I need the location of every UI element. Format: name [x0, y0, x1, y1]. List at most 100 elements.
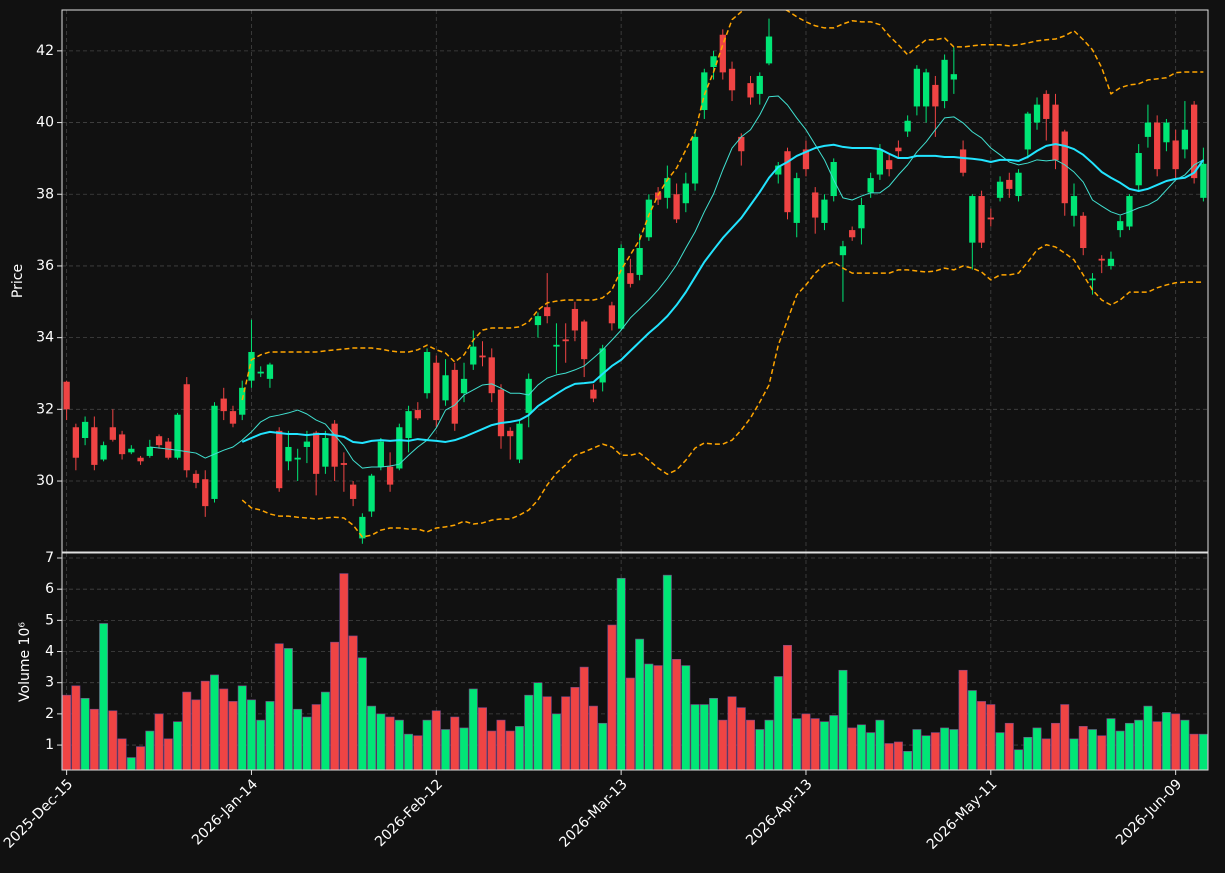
volume-bar: [1106, 718, 1116, 770]
volume-bar: [515, 726, 524, 770]
candle-body: [377, 441, 384, 467]
candle-body: [285, 446, 292, 462]
volume-bar: [413, 735, 423, 770]
candle-body: [479, 355, 486, 358]
volume-bar: [616, 577, 626, 770]
candle-body: [858, 205, 865, 229]
indicator-line: [241, 10, 1204, 401]
candle-body: [682, 183, 689, 204]
volume-bar: [1032, 727, 1042, 770]
candle-body: [544, 307, 551, 317]
candle-body: [405, 411, 412, 439]
candle-body: [516, 423, 523, 460]
volume-bar: [126, 757, 136, 770]
candle-body: [839, 246, 847, 256]
candle-body: [1172, 140, 1179, 170]
candle-body: [812, 192, 819, 218]
volume-bar: [727, 696, 737, 770]
volume-bar: [136, 746, 146, 770]
volume-bar: [228, 701, 238, 770]
candle-body: [654, 192, 662, 200]
volume-tick-label: 1: [45, 737, 54, 753]
volume-bar: [505, 730, 515, 770]
candle-body: [747, 83, 754, 98]
volume-tick-label: 7: [45, 550, 54, 566]
candle-body: [294, 457, 301, 460]
volume-bar: [320, 691, 330, 770]
volume-bar: [866, 732, 876, 770]
candle-body: [784, 151, 791, 213]
candle-body: [174, 414, 181, 458]
volume-bar: [1161, 712, 1171, 770]
volume-bar: [653, 665, 663, 770]
volume-bar: [1143, 705, 1153, 770]
volume-bar: [875, 719, 885, 770]
indicator-line: [241, 143, 1205, 445]
volume-bar: [441, 729, 450, 770]
candle-body: [248, 351, 255, 381]
volume-tick-label: 3: [45, 675, 54, 691]
volume-bar: [117, 738, 127, 770]
candle-body: [1043, 93, 1050, 119]
candle-body: [211, 405, 218, 499]
volume-bar: [977, 701, 987, 770]
candle-body: [941, 59, 948, 102]
candle-body: [525, 378, 532, 413]
candle-body: [368, 475, 375, 512]
candle-body: [423, 351, 431, 394]
candle-body: [793, 178, 800, 223]
volume-bar: [422, 719, 432, 770]
candle-body: [451, 369, 458, 424]
candle-body: [118, 434, 126, 455]
y-tick-label: 38: [36, 186, 54, 202]
candle-body: [673, 194, 680, 220]
candle-body: [987, 217, 994, 220]
candle-body: [691, 136, 699, 184]
volume-bar: [625, 677, 635, 770]
candle-body: [470, 346, 477, 365]
volume-bar: [404, 733, 414, 770]
candle-body: [488, 357, 495, 394]
candle-body: [1144, 122, 1152, 137]
volume-bar: [1134, 719, 1144, 770]
volume-bar: [173, 721, 182, 770]
candle-body: [72, 427, 80, 458]
volume-bar: [773, 676, 783, 770]
volume-bar: [551, 713, 561, 770]
volume-tick-label: 6: [45, 581, 54, 597]
candle-body: [1200, 163, 1207, 198]
candle-body: [91, 427, 98, 465]
candle-body: [303, 441, 311, 447]
candle-body: [1098, 258, 1105, 261]
volume-bar: [80, 697, 90, 770]
candle-body: [581, 321, 588, 360]
candle-body: [507, 430, 514, 437]
volume-bar: [598, 722, 608, 770]
volume-bar: [690, 704, 700, 770]
candle-body: [128, 448, 135, 453]
volume-axis-label: Volume 10⁶: [17, 622, 33, 702]
candle-body: [146, 446, 153, 456]
indicator-line: [149, 95, 1204, 469]
candle-body: [349, 484, 357, 499]
candle-body: [460, 378, 468, 394]
volume-bar: [293, 708, 303, 770]
volume-bar: [635, 638, 645, 770]
candle-body: [1015, 172, 1022, 197]
candle-body: [322, 438, 329, 467]
volume-bar: [986, 704, 996, 770]
y-tick-label: 32: [36, 401, 54, 417]
candle-body: [932, 84, 939, 107]
volume-bar: [1088, 729, 1097, 770]
volume-bar: [145, 730, 155, 770]
volume-bar: [662, 574, 672, 770]
volume-bar: [903, 750, 913, 770]
volume-bar: [1189, 733, 1199, 770]
volume-bar: [108, 710, 118, 770]
candle-body: [220, 398, 227, 412]
volume-bar: [995, 732, 1005, 770]
candle-body: [765, 36, 773, 64]
volume-bar: [283, 648, 293, 770]
volume-bar: [1171, 713, 1181, 770]
candle-body: [100, 445, 107, 460]
